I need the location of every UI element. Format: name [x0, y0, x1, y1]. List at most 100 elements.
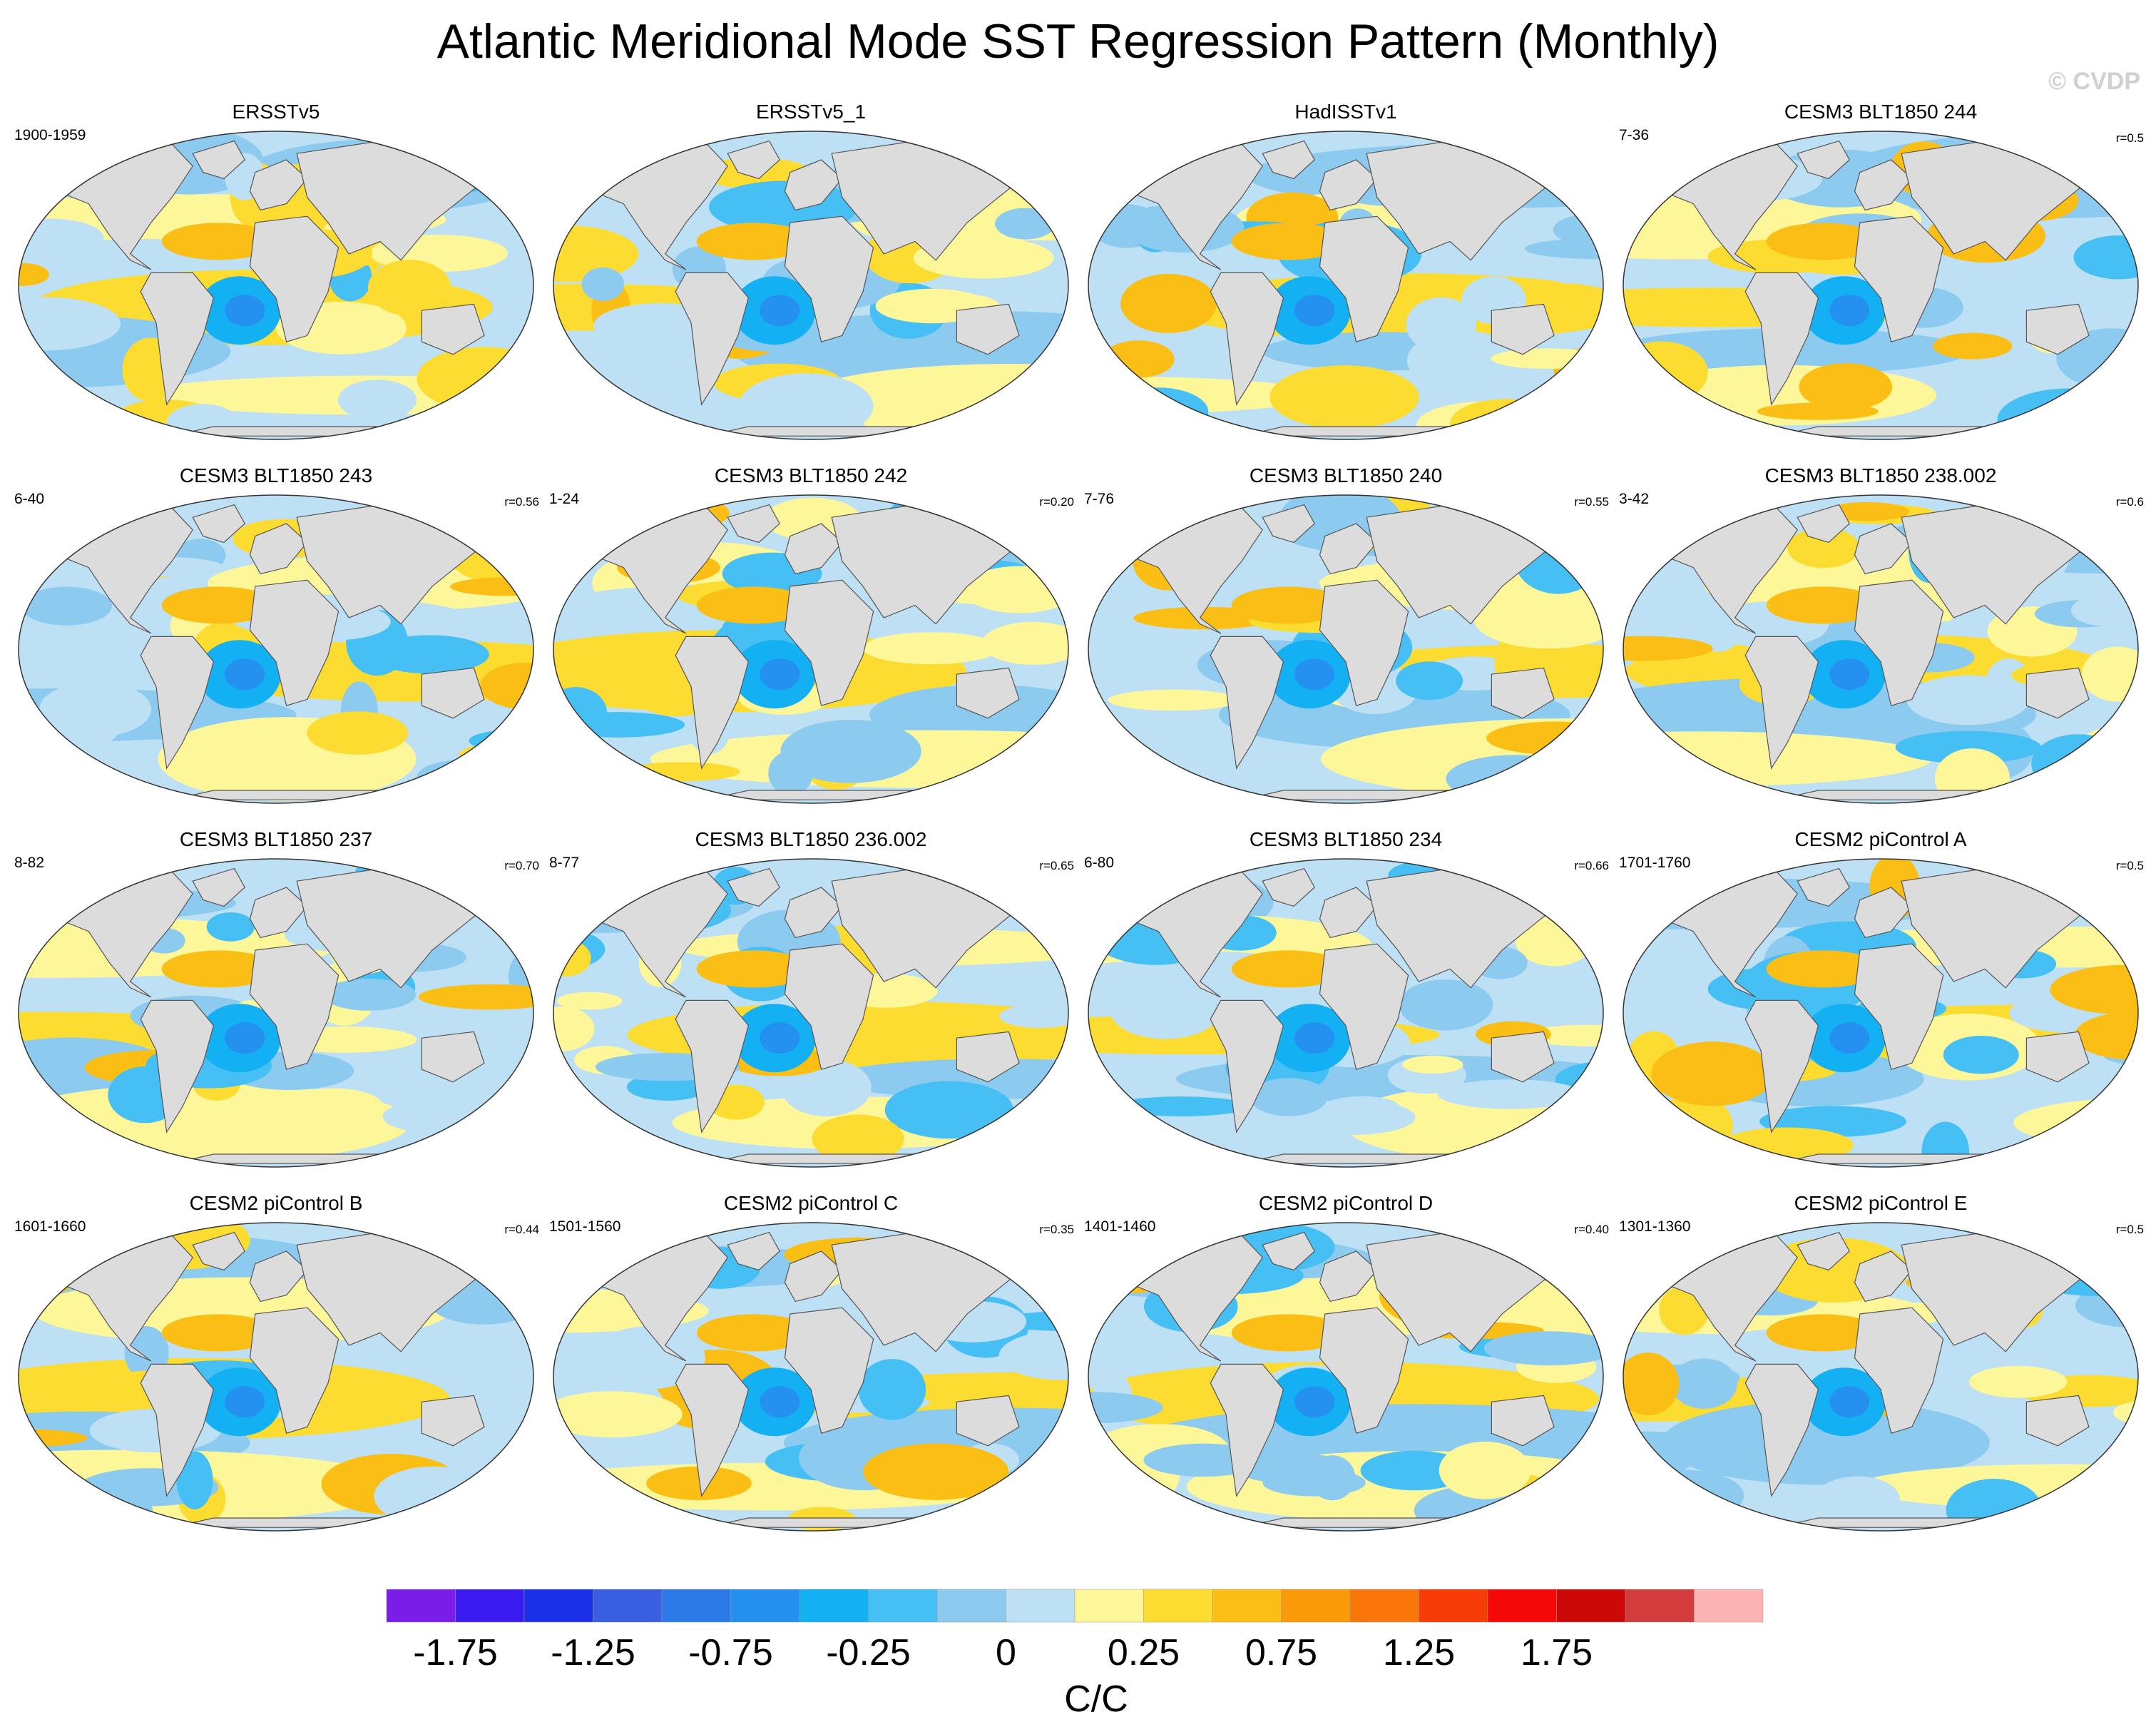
sst-regression-map	[553, 494, 1069, 804]
panel-title: ERSSTv5	[232, 101, 320, 123]
south-atlantic-core	[1294, 1022, 1335, 1054]
map-border	[18, 131, 534, 440]
warm-anomaly	[480, 662, 533, 710]
land-mass	[249, 579, 339, 706]
colorbar-tick-label: 0	[996, 1632, 1016, 1673]
colorbar-swatch	[1349, 1589, 1419, 1623]
panel-title: CESM2 piControl C	[723, 1192, 899, 1214]
colorbar-swatch	[799, 1589, 869, 1623]
cool-anomaly	[884, 1081, 1013, 1139]
south-atlantic-core	[760, 1022, 800, 1054]
cool-anomaly	[1623, 495, 1685, 535]
panel-years: 1900-1959	[14, 127, 86, 143]
cool-anomaly	[1906, 675, 2030, 725]
land-mass	[784, 523, 843, 575]
north-atlantic-warm	[696, 586, 811, 624]
cool-anomaly	[322, 978, 417, 1011]
map-border	[1088, 858, 1604, 1168]
land-mass	[249, 159, 308, 211]
land-mass	[2025, 1031, 2090, 1083]
colorbar-swatch	[1074, 1589, 1144, 1623]
panel-title: CESM3 BLT1850 244	[1784, 101, 1978, 123]
land-mass	[727, 1231, 780, 1271]
panel-years: 8-77	[549, 855, 580, 871]
colorbar-tick-label: -0.25	[826, 1632, 911, 1673]
land-mass	[1319, 579, 1409, 706]
land-mass	[192, 1231, 245, 1271]
colorbar-swatch	[593, 1589, 663, 1623]
land-mass	[1210, 1363, 1284, 1497]
land-mass	[1491, 667, 1555, 719]
land-mass	[727, 504, 780, 544]
south-atlantic-core	[225, 295, 265, 327]
colorbar-swatch	[1625, 1589, 1695, 1623]
land-mass	[956, 1395, 1020, 1447]
warm-anomaly	[981, 621, 1068, 665]
panel-title: CESM3 BLT1850 237	[179, 828, 373, 850]
north-atlantic-warm	[1766, 586, 1881, 624]
land-mass	[192, 867, 245, 907]
colorbar-swatch	[1212, 1589, 1282, 1623]
warm-anomaly	[280, 1486, 319, 1508]
warm-anomaly	[556, 992, 623, 1010]
panel-years: 1501-1560	[549, 1218, 621, 1235]
land-mass	[675, 999, 750, 1133]
cool-anomaly	[374, 1466, 494, 1527]
panel-correlation: r=0.5	[2115, 1223, 2144, 1236]
cool-anomaly	[19, 297, 121, 351]
cool-anomaly	[1815, 1476, 1900, 1522]
south-atlantic-core	[1294, 1386, 1335, 1418]
map-panel: CESM3 BLT1850 238.002 3-42 r=0.6	[1613, 464, 2148, 820]
colorbar-swatch	[386, 1589, 456, 1623]
land-mass	[1210, 999, 1284, 1133]
land-mass	[249, 523, 308, 575]
land-mass	[249, 215, 339, 342]
panel-correlation: r=0.5	[2115, 859, 2144, 872]
sst-regression-map	[18, 131, 534, 440]
land-mass	[1491, 1395, 1555, 1447]
sst-regression-map	[1623, 131, 2139, 440]
land-mass	[727, 140, 780, 180]
land-mass	[1491, 303, 1555, 355]
land-mass	[2025, 667, 2090, 719]
land-mass	[956, 303, 1020, 355]
warm-anomaly	[646, 1466, 752, 1500]
land-mass	[1210, 272, 1284, 406]
warm-anomaly	[812, 1114, 904, 1163]
cool-anomaly	[21, 586, 113, 626]
sst-regression-map	[1088, 1222, 1604, 1532]
south-atlantic-core	[1829, 1022, 1870, 1054]
land-mass	[1491, 1031, 1555, 1083]
land-mass	[784, 943, 874, 1070]
colorbar-swatch	[661, 1589, 731, 1623]
cool-anomaly	[738, 373, 874, 439]
panel-years: 6-80	[1084, 855, 1115, 871]
south-atlantic-core	[225, 658, 265, 691]
colorbar-swatch	[1143, 1589, 1213, 1623]
map-border	[1088, 131, 1604, 440]
land-mass	[727, 867, 780, 907]
panel-years: 1701-1760	[1619, 855, 1691, 871]
panel-years: 8-82	[14, 855, 45, 871]
land-mass	[1854, 523, 1913, 575]
warm-anomaly	[1439, 1441, 1531, 1499]
colorbar-swatch	[1419, 1589, 1488, 1623]
cool-anomaly	[1652, 1223, 1725, 1255]
panel-correlation: r=0.70	[504, 859, 539, 872]
cool-anomaly	[2011, 1505, 2122, 1527]
land-mass	[956, 1031, 1020, 1083]
cool-anomaly	[19, 1496, 90, 1529]
cool-anomaly	[1399, 979, 1493, 1031]
warm-anomaly	[1120, 273, 1217, 333]
north-atlantic-warm	[161, 223, 276, 260]
map-panel: CESM2 piControl E 1301-1360 r=0.5	[1613, 1191, 2148, 1548]
land-mass	[1744, 1363, 1819, 1497]
warm-anomaly	[1799, 363, 1893, 411]
land-mass	[421, 1031, 485, 1083]
south-atlantic-core	[1829, 1386, 1870, 1418]
sst-regression-map	[1623, 1222, 2139, 1532]
land-mass	[140, 1363, 215, 1497]
warm-anomaly	[1757, 402, 1879, 420]
north-atlantic-warm	[1231, 223, 1346, 260]
colorbar-swatch	[523, 1589, 593, 1623]
